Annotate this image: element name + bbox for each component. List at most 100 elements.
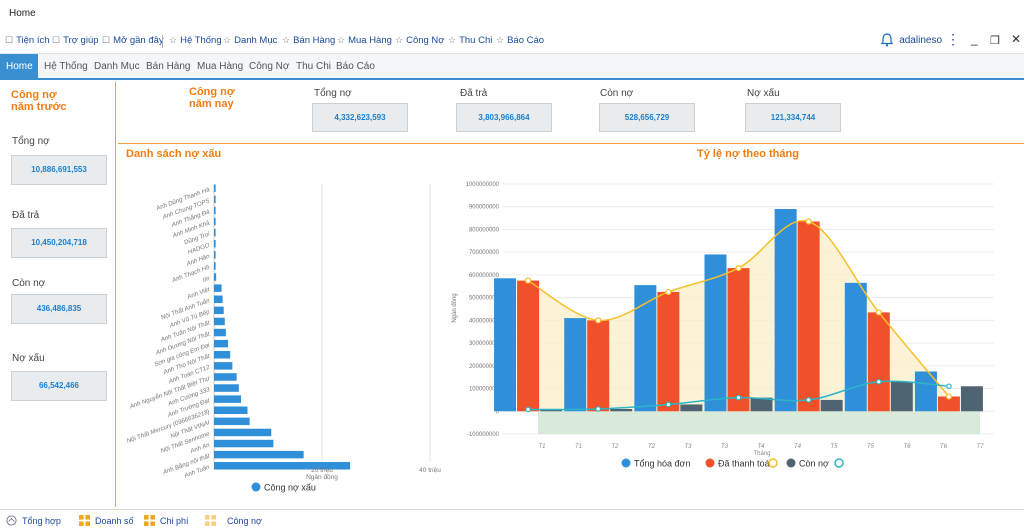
bad-debt-bar <box>214 428 272 437</box>
bad-debt-bar <box>214 195 216 204</box>
bad-debt-bar <box>214 284 222 292</box>
last-year-remaining-label: Còn nợ <box>12 278 46 289</box>
quicklink-mo-gan-day[interactable]: ☐ Mở gần đây <box>102 35 164 46</box>
teal-line-point <box>805 397 812 403</box>
monthly-ratio-title: Tỷ lệ nợ theo tháng <box>697 148 799 160</box>
monthly-bar <box>774 209 797 412</box>
quicklink-he-thong[interactable]: ☆ Hệ Thống <box>169 35 222 46</box>
bad-debt-bar <box>214 262 216 270</box>
this-year-bad-debt-label: Nợ xấu <box>747 88 780 99</box>
monthly-bar <box>494 278 517 412</box>
restore-icon[interactable]: ❐ <box>990 35 1000 47</box>
teal-line-point <box>525 406 531 413</box>
monthly-bar <box>540 409 563 412</box>
quicklink-danh-muc[interactable]: ☆ Danh Mục <box>223 35 278 46</box>
bad-debt-bar <box>214 395 241 403</box>
monthly-bar <box>960 386 983 412</box>
username: adalineso <box>899 34 942 46</box>
bad-debt-bar <box>214 351 231 359</box>
last-year-title: Công nợ năm trước <box>11 89 67 113</box>
tab-ban-hang[interactable]: Bán Hàng <box>146 61 191 72</box>
bad-debt-title: Danh sách nợ xấu <box>126 148 222 160</box>
quicklink-tien-ich[interactable]: ☐ Tiện ích <box>5 35 50 46</box>
tab-bao-cao[interactable]: Báo Cáo <box>336 61 375 72</box>
bad-debt-bar <box>214 450 304 459</box>
bad-debt-bar <box>214 240 216 248</box>
quicklink-thu-chi[interactable]: ☆ Thu Chi <box>448 35 493 46</box>
monthly-bar <box>844 282 867 412</box>
x-tick-label: T7 <box>976 444 984 450</box>
bad-debt-bar <box>214 406 248 414</box>
bad-debt-bar <box>214 206 216 215</box>
bell-icon[interactable] <box>881 33 894 47</box>
bad-debt-bar <box>214 184 216 192</box>
bad-debt-bar <box>214 384 239 392</box>
bottom-doanh-so[interactable]: Doanh số <box>79 515 134 526</box>
monthly-bar <box>727 268 750 412</box>
last-year-bad-debt-value: 66,542,466 <box>11 371 107 401</box>
star-icon: ☆ <box>337 35 346 45</box>
teal-line-point <box>946 383 952 390</box>
monthly-bar <box>517 280 540 412</box>
negative-band <box>538 411 980 434</box>
x-tick-label: T4 <box>757 444 765 450</box>
square-icon: ☐ <box>52 35 61 45</box>
tab-thu-chi[interactable]: Thu Chi <box>296 61 332 72</box>
star-icon: ☆ <box>395 35 404 45</box>
y-tick-label: 900000000 <box>469 205 500 211</box>
legend-label: Còn nợ <box>799 459 829 469</box>
legend-swatch <box>251 482 261 492</box>
x-axis-label: Tháng <box>753 451 770 457</box>
y-axis-label: Ngàn đồng <box>452 293 458 322</box>
last-year-bad-debt-label: Nợ xấu <box>12 353 45 364</box>
yellow-line-point <box>945 393 953 400</box>
bad-debt-bar <box>214 462 351 470</box>
quicklink-tro-giup[interactable]: ☐ Trợ giúp <box>52 35 99 46</box>
close-icon[interactable]: ✕ <box>1011 32 1022 46</box>
bad-debt-bar <box>214 273 217 281</box>
bottom-cong-no[interactable]: Công nợ <box>205 515 262 526</box>
x-tick-label: T5 <box>867 444 875 450</box>
star-icon: ☆ <box>169 35 178 45</box>
monthly-bar <box>634 285 657 412</box>
minimize-icon[interactable]: _ <box>971 32 978 46</box>
more-options-icon[interactable]: ⋮ <box>946 31 960 47</box>
last-year-total-label: Tổng nợ <box>12 136 50 147</box>
quicklink-mua-hang[interactable]: ☆ Mua Hàng <box>337 35 392 46</box>
x-tick-label: T5 <box>830 444 838 450</box>
monthly-bar <box>587 320 610 412</box>
user-menu[interactable]: adalineso <box>881 33 942 47</box>
bad-debt-bar <box>214 306 224 315</box>
tab-bar: Home Hệ Thống Danh Mục Bán Hàng Mua Hàng… <box>0 54 1024 80</box>
monthly-bar <box>867 312 890 412</box>
tab-he-thong[interactable]: Hệ Thống <box>44 61 88 72</box>
last-year-panel: Công nợ năm trước Tổng nợ 10,886,691,553… <box>0 82 116 507</box>
this-year-bad-debt-value: 121,334,744 <box>745 103 841 132</box>
last-year-remaining-value: 436,486,835 <box>11 294 107 324</box>
star-icon: ☆ <box>496 35 505 45</box>
monthly-bar <box>564 318 587 412</box>
window-title: Home <box>9 8 36 19</box>
monthly-debt-chart: 1000000000900000000800000000700000000600… <box>452 182 994 469</box>
this-year-remaining-value: 528,656,729 <box>599 103 695 132</box>
tab-mua-hang[interactable]: Mua Hàng <box>197 61 244 72</box>
tab-danh-muc[interactable]: Danh Mục <box>94 61 140 72</box>
teal-line-point <box>595 406 602 412</box>
bottom-tong-hop[interactable]: Tổng hợp <box>6 515 61 526</box>
x-tick-label: T3 <box>721 444 729 450</box>
tab-home[interactable]: Home <box>0 54 38 80</box>
bad-debt-bar <box>214 295 223 303</box>
last-year-paid-label: Đã trả <box>12 210 40 221</box>
tab-cong-no[interactable]: Công Nợ <box>249 61 290 72</box>
quicklink-ban-hang[interactable]: ☆ Bán Hàng <box>282 35 336 46</box>
quicklink-bao-cao[interactable]: ☆ Báo Cáo <box>496 35 545 46</box>
grid-icon <box>144 515 155 526</box>
y-tick-label: 600000000 <box>469 273 500 279</box>
y-tick-label: 800000000 <box>469 227 500 233</box>
bottom-chi-phi[interactable]: Chi phí <box>144 515 189 526</box>
legend-label: Đã thanh toán <box>718 459 775 469</box>
quicklink-cong-no[interactable]: ☆ Công Nợ <box>395 35 445 46</box>
x-tick-label: T1 <box>575 444 582 450</box>
y-tick-label: 700000000 <box>469 250 500 256</box>
